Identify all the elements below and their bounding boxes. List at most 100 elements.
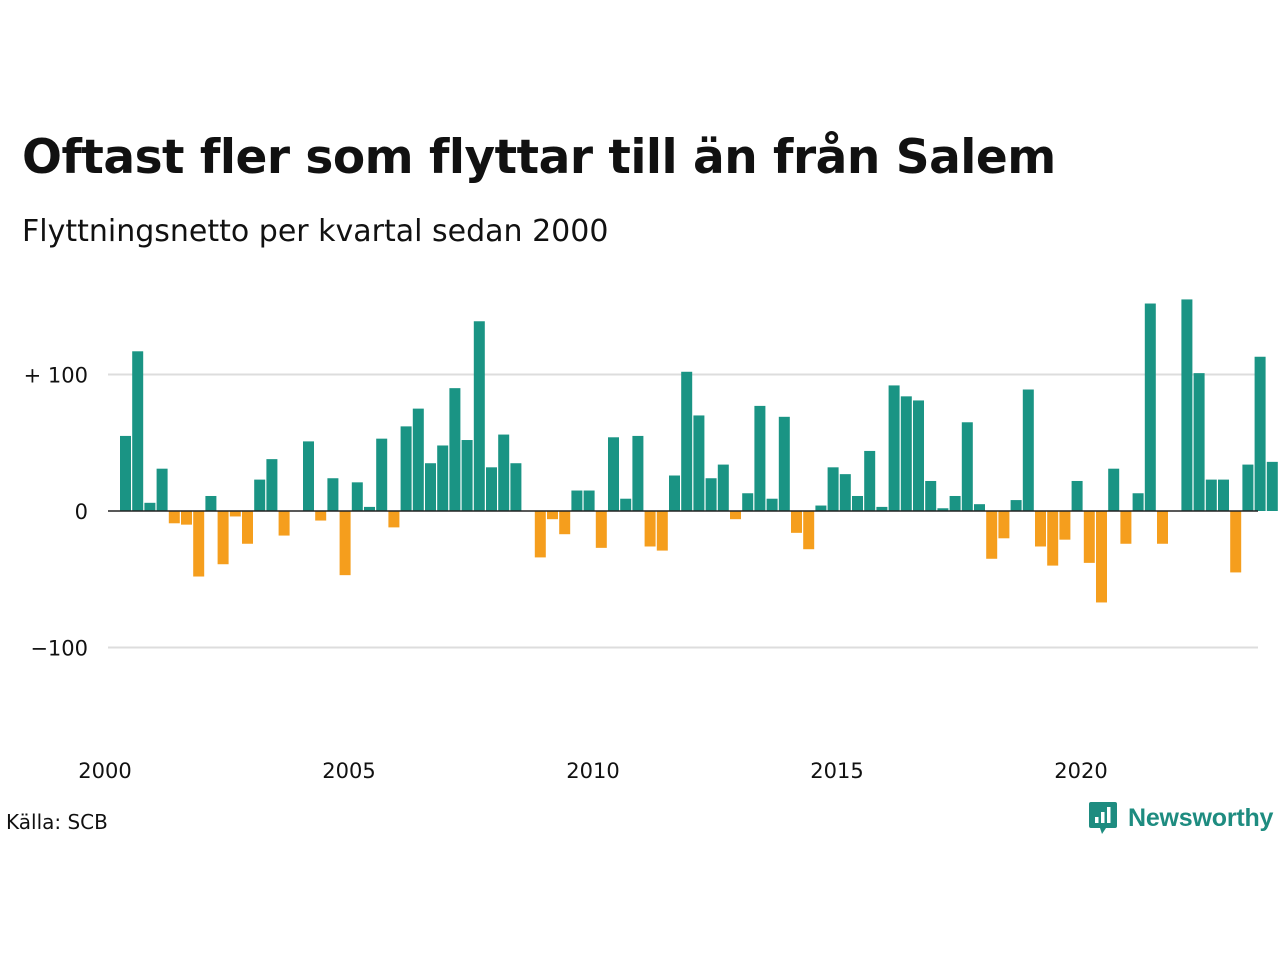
bar bbox=[1205, 479, 1217, 511]
bar bbox=[132, 351, 144, 511]
bar bbox=[461, 440, 473, 511]
bar bbox=[1108, 468, 1120, 511]
bar bbox=[425, 463, 436, 511]
bar bbox=[1059, 511, 1071, 540]
bar bbox=[1266, 461, 1278, 511]
y-tick-label: 0 bbox=[75, 500, 88, 524]
newsworthy-logo-icon bbox=[1089, 802, 1117, 834]
bar bbox=[1022, 389, 1034, 511]
bar bbox=[937, 508, 949, 511]
bar bbox=[205, 495, 217, 511]
bar bbox=[852, 495, 863, 511]
bar bbox=[778, 416, 790, 511]
x-tick-label: 2000 bbox=[78, 759, 131, 783]
bar bbox=[181, 511, 192, 525]
x-tick-label: 2015 bbox=[810, 759, 863, 783]
bar bbox=[303, 441, 314, 511]
bar bbox=[1144, 303, 1156, 511]
x-tick-label: 2010 bbox=[566, 759, 619, 783]
bar bbox=[559, 511, 571, 535]
bar bbox=[949, 495, 961, 511]
bar bbox=[351, 482, 363, 511]
bar bbox=[1157, 511, 1168, 544]
bar bbox=[730, 511, 741, 520]
bar bbox=[437, 445, 449, 511]
brand-logo: Newsworthy bbox=[1088, 800, 1273, 836]
bar bbox=[327, 478, 339, 511]
bar bbox=[669, 475, 680, 511]
bar bbox=[1096, 511, 1107, 603]
bar bbox=[705, 478, 717, 511]
bar bbox=[827, 467, 839, 511]
bar bbox=[1242, 464, 1254, 511]
bar bbox=[839, 474, 851, 511]
bar bbox=[449, 388, 461, 511]
bar bbox=[888, 385, 900, 511]
bar bbox=[1193, 373, 1205, 511]
y-tick-label: + 100 bbox=[24, 364, 88, 388]
bar bbox=[388, 511, 400, 528]
bar bbox=[876, 506, 888, 511]
bar bbox=[974, 504, 985, 511]
bar bbox=[961, 422, 973, 511]
bar bbox=[925, 480, 937, 511]
x-tick-label: 2020 bbox=[1054, 759, 1107, 783]
bar bbox=[339, 511, 351, 576]
bar bbox=[900, 396, 912, 511]
bar bbox=[571, 490, 583, 511]
y-tick-label: −100 bbox=[30, 637, 88, 661]
bar bbox=[913, 400, 924, 511]
bar bbox=[998, 511, 1010, 539]
bar bbox=[1120, 511, 1132, 544]
bar bbox=[595, 511, 607, 548]
bar bbox=[510, 463, 522, 511]
bar bbox=[1218, 479, 1229, 511]
bar bbox=[156, 468, 168, 511]
bar bbox=[193, 511, 205, 577]
bar bbox=[266, 459, 278, 511]
bar bbox=[1035, 511, 1046, 547]
x-tick-label: 2005 bbox=[322, 759, 375, 783]
bar bbox=[766, 498, 778, 511]
bar bbox=[120, 435, 131, 511]
bar bbox=[229, 511, 241, 517]
bar bbox=[1254, 356, 1266, 511]
bar bbox=[1071, 480, 1083, 511]
bar bbox=[278, 511, 290, 536]
bar bbox=[1230, 511, 1242, 573]
chart-title: Oftast fler som flyttar till än från Sal… bbox=[22, 130, 1056, 185]
bar bbox=[644, 511, 656, 547]
bar bbox=[376, 438, 388, 511]
bar bbox=[803, 511, 815, 550]
bar bbox=[412, 408, 424, 511]
bar bbox=[1181, 299, 1193, 511]
bar bbox=[986, 511, 998, 559]
bar bbox=[242, 511, 253, 544]
bar bbox=[681, 371, 693, 511]
bar bbox=[583, 490, 595, 511]
bar bbox=[400, 426, 412, 511]
bar bbox=[1047, 511, 1059, 566]
bar bbox=[693, 415, 705, 511]
bar bbox=[632, 435, 644, 511]
bar bbox=[1010, 500, 1022, 511]
bar bbox=[315, 511, 327, 521]
bar bbox=[217, 511, 229, 565]
brand-name: Newsworthy bbox=[1128, 803, 1274, 832]
bar bbox=[144, 502, 156, 511]
source-note: Källa: SCB bbox=[6, 810, 108, 834]
bar bbox=[364, 506, 375, 511]
bar bbox=[1132, 493, 1144, 511]
bar bbox=[498, 434, 510, 511]
bar bbox=[815, 505, 827, 511]
chart-subtitle: Flyttningsnetto per kvartal sedan 2000 bbox=[22, 214, 609, 249]
bar bbox=[620, 498, 632, 511]
bar bbox=[754, 405, 766, 511]
bar bbox=[742, 493, 754, 511]
bar bbox=[473, 321, 485, 511]
bar bbox=[656, 511, 668, 551]
bar bbox=[1083, 511, 1095, 563]
bar bbox=[168, 511, 180, 524]
bar bbox=[791, 511, 802, 533]
